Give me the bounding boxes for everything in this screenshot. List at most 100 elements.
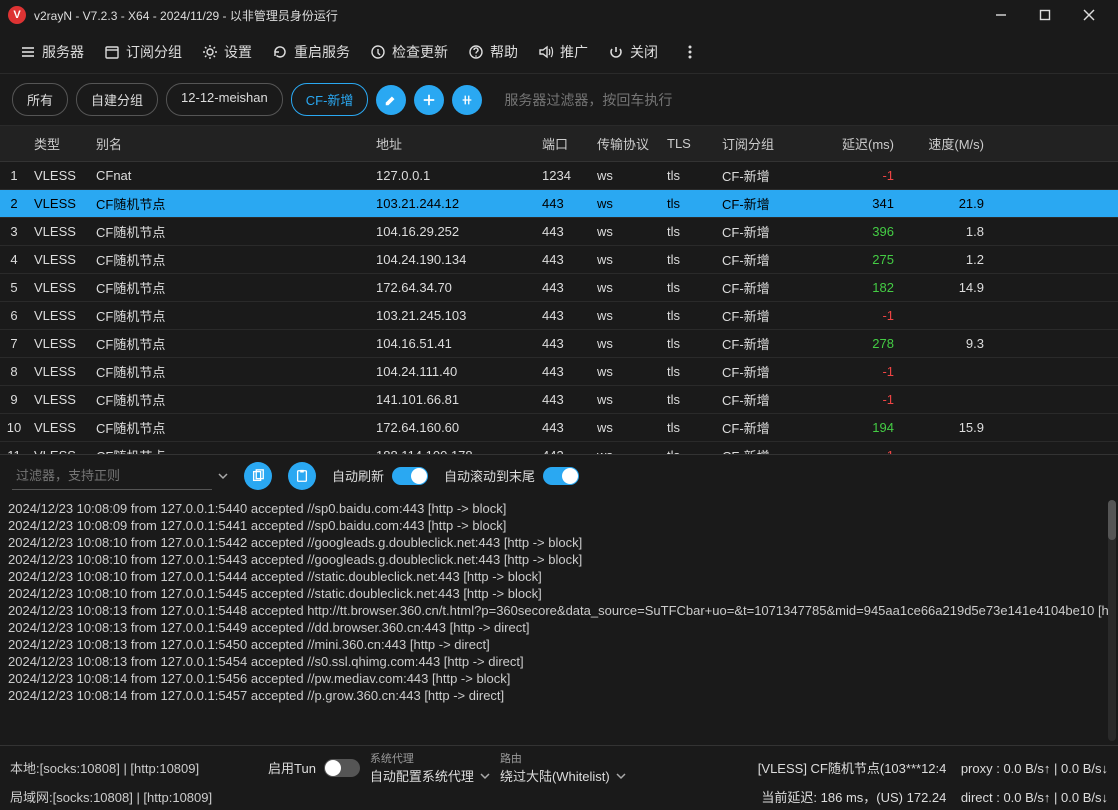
filter-chip[interactable]: 12-12-meishan (166, 83, 283, 116)
table-row[interactable]: 6VLESSCF随机节点103.21.245.103443wstlsCF-新增-… (0, 302, 1118, 330)
more-button[interactable] (672, 38, 708, 66)
toolbar-speaker-button[interactable]: 推广 (528, 36, 598, 68)
table-cell: 172.64.160.60 (370, 414, 536, 442)
table-row[interactable]: 1VLESSCFnat127.0.0.11234wstlsCF-新增-1 (0, 162, 1118, 190)
maximize-button[interactable] (1032, 2, 1058, 28)
latency-info: 当前延迟: 186 ms，(US) 172.24 (761, 790, 946, 805)
table-cell (990, 386, 1118, 414)
table-cell: VLESS (28, 358, 90, 386)
routing-dropdown[interactable]: 路由 绕过大陆(Whitelist) (500, 750, 626, 785)
table-header[interactable]: 地址 (370, 126, 536, 162)
log-scrollbar[interactable] (1108, 500, 1116, 741)
copy-button[interactable] (244, 462, 272, 490)
toolbar-gear-button[interactable]: 设置 (192, 36, 262, 68)
table-row[interactable]: 10VLESSCF随机节点172.64.160.60443wstlsCF-新增1… (0, 414, 1118, 442)
auto-scroll-toggle[interactable]: 自动滚动到末尾 (444, 466, 579, 485)
table-cell: tls (661, 330, 716, 358)
table-row[interactable]: 3VLESSCF随机节点104.16.29.252443wstlsCF-新增39… (0, 218, 1118, 246)
table-header[interactable]: 传输协议 (591, 126, 661, 162)
filter-chip[interactable]: CF-新增 (291, 83, 369, 116)
table-cell: VLESS (28, 442, 90, 455)
table-cell: tls (661, 190, 716, 218)
filter-chip[interactable]: 自建分组 (76, 83, 158, 116)
auto-scroll-switch[interactable] (543, 467, 579, 485)
table-cell: -1 (814, 358, 900, 386)
table-cell: 172.64.34.70 (370, 274, 536, 302)
speaker-icon (538, 44, 554, 60)
toolbar-close-button[interactable]: 关闭 (598, 36, 668, 68)
table-cell: CF-新增 (716, 330, 814, 358)
table-cell: -1 (814, 162, 900, 190)
table-cell: 443 (536, 330, 591, 358)
table-cell: 443 (536, 302, 591, 330)
table-header[interactable]: 订阅分组 (716, 126, 814, 162)
table-cell: CF-新增 (716, 190, 814, 218)
table-cell (900, 358, 990, 386)
toolbar-menu-button[interactable]: 服务器 (10, 36, 94, 68)
table-header[interactable]: 别名 (90, 126, 370, 162)
auto-refresh-switch[interactable] (392, 467, 428, 485)
auto-refresh-toggle[interactable]: 自动刷新 (332, 466, 428, 485)
table-row[interactable]: 9VLESSCF随机节点141.101.66.81443wstlsCF-新增-1 (0, 386, 1118, 414)
table-cell: ws (591, 330, 661, 358)
server-filter-input[interactable] (498, 86, 1106, 114)
table-row[interactable]: 2VLESSCF随机节点103.21.244.12443wstlsCF-新增34… (0, 190, 1118, 218)
filter-chip[interactable]: 所有 (12, 83, 68, 116)
table-header[interactable]: 延迟(ms) (814, 126, 900, 162)
add-group-button[interactable] (414, 85, 444, 115)
auto-refresh-label: 自动刷新 (332, 466, 384, 485)
toolbar-update-button[interactable]: 检查更新 (360, 36, 458, 68)
sys-proxy-dropdown[interactable]: 系统代理 自动配置系统代理 (370, 750, 490, 785)
table-row[interactable]: 5VLESSCF随机节点172.64.34.70443wstlsCF-新增182… (0, 274, 1118, 302)
table-header[interactable]: 速度(M/s) (900, 126, 990, 162)
chevron-down-icon (480, 771, 490, 781)
table-cell: 4 (0, 246, 28, 274)
toolbar-refresh-button[interactable]: 重启服务 (262, 36, 360, 68)
table-cell: ws (591, 274, 661, 302)
table-cell: VLESS (28, 386, 90, 414)
help-icon (468, 44, 484, 60)
table-cell: 104.24.111.40 (370, 358, 536, 386)
chevron-down-icon[interactable] (218, 471, 228, 481)
table-cell: 10 (0, 414, 28, 442)
toolbar-item-label: 重启服务 (294, 42, 350, 62)
table-header[interactable]: TLS (661, 126, 716, 162)
edit-group-button[interactable] (376, 85, 406, 115)
log-line: 2024/12/23 10:08:13 from 127.0.0.1:5448 … (8, 602, 1110, 619)
toolbar-help-button[interactable]: 帮助 (458, 36, 528, 68)
table-cell: CF-新增 (716, 414, 814, 442)
table-header[interactable] (0, 126, 28, 162)
table-cell: tls (661, 162, 716, 190)
table-cell: ws (591, 162, 661, 190)
table-cell: tls (661, 414, 716, 442)
tun-toggle[interactable]: 启用Tun (268, 758, 360, 777)
tune-button[interactable] (452, 85, 482, 115)
table-cell (990, 302, 1118, 330)
table-row[interactable]: 11VLESSCF随机节点188.114.100.178443wstlsCF-新… (0, 442, 1118, 455)
log-filter-input[interactable] (12, 462, 212, 490)
table-row[interactable]: 7VLESSCF随机节点104.16.51.41443wstlsCF-新增278… (0, 330, 1118, 358)
table-cell: 443 (536, 358, 591, 386)
table-cell: tls (661, 386, 716, 414)
close-button[interactable] (1076, 2, 1102, 28)
table-row[interactable]: 8VLESSCF随机节点104.24.111.40443wstlsCF-新增-1 (0, 358, 1118, 386)
table-cell: tls (661, 302, 716, 330)
table-row[interactable]: 4VLESSCF随机节点104.24.190.134443wstlsCF-新增2… (0, 246, 1118, 274)
table-cell: VLESS (28, 218, 90, 246)
clipboard-button[interactable] (288, 462, 316, 490)
table-cell (990, 246, 1118, 274)
tun-switch[interactable] (324, 759, 360, 777)
minimize-button[interactable] (988, 2, 1014, 28)
table-cell: VLESS (28, 246, 90, 274)
table-cell: 443 (536, 386, 591, 414)
table-cell: -1 (814, 386, 900, 414)
table-cell: CF随机节点 (90, 386, 370, 414)
table-header[interactable]: 类型 (28, 126, 90, 162)
table-cell: CF-新增 (716, 358, 814, 386)
table-cell: 3 (0, 218, 28, 246)
table-header[interactable]: 端口 (536, 126, 591, 162)
table-cell (990, 274, 1118, 302)
table-cell: ws (591, 190, 661, 218)
table-cell: 9.3 (900, 330, 990, 358)
toolbar-schedule-button[interactable]: 订阅分组 (94, 36, 192, 68)
